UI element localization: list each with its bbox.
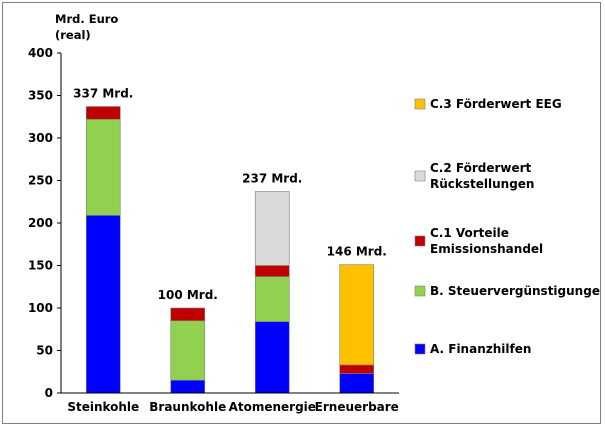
y-tick-label: 50 bbox=[36, 344, 53, 358]
legend-swatch bbox=[414, 285, 426, 297]
legend-label: A. Finanzhilfen bbox=[430, 342, 531, 356]
stacked-bar-chart: Mrd. Euro (real) 0 50 100 150 200 250 300 350 40… bbox=[28, 12, 605, 414]
bar-segment bbox=[85, 215, 121, 394]
y-tick-label: 400 bbox=[28, 46, 53, 60]
bar-segment bbox=[339, 264, 375, 366]
bar-total-label: 237 Mrd. bbox=[242, 172, 302, 186]
legend-label: Emissionshandel bbox=[430, 242, 543, 256]
legend-label: C.1 Vorteile bbox=[430, 226, 509, 240]
bar-segment bbox=[254, 321, 290, 394]
y-tick-label: 300 bbox=[28, 131, 53, 145]
legend-swatch bbox=[414, 343, 426, 355]
legend-label: C.3 Förderwert EEG bbox=[430, 97, 562, 111]
bar-segment bbox=[170, 320, 206, 381]
y-axis-label-line-2: (real) bbox=[55, 28, 91, 42]
legend-label: C.2 Förderwert bbox=[430, 161, 532, 175]
x-category-label: Braunkohle bbox=[149, 400, 226, 414]
x-axis: Steinkohle Braunkohle AtomenergieErneuerba… bbox=[61, 392, 399, 414]
bar-segment bbox=[85, 106, 121, 120]
legend-swatch bbox=[414, 98, 426, 110]
y-axis: 0 50 100 150 200 250 300 350 400 bbox=[28, 46, 62, 400]
legend-label: Rückstellungen bbox=[430, 177, 534, 191]
bar-segment bbox=[85, 119, 121, 216]
legend-label: B. Steuervergünstigungen bbox=[430, 284, 600, 298]
bar-segment bbox=[339, 364, 375, 374]
bar-total-label: 100 Mrd. bbox=[158, 288, 218, 302]
bar-segment bbox=[170, 379, 206, 394]
legend: C.3 Förderwert EEG C.2 Förderwert Rückstel… bbox=[414, 97, 605, 356]
y-tick-label: 200 bbox=[28, 216, 53, 230]
y-tick-label: 150 bbox=[28, 259, 53, 273]
bar-segment bbox=[254, 276, 290, 322]
x-category-label: Steinkohle bbox=[67, 400, 139, 414]
legend-swatch bbox=[414, 235, 426, 247]
bar-total-label: 337 Mrd. bbox=[73, 87, 133, 101]
y-tick-label: 350 bbox=[28, 89, 53, 103]
bar-segment bbox=[170, 307, 206, 322]
bar-segment bbox=[254, 191, 290, 266]
y-tick-label: 100 bbox=[28, 301, 53, 315]
y-axis-label-line-1: Mrd. Euro bbox=[55, 12, 118, 26]
bar-segment bbox=[254, 265, 290, 277]
legend-swatch bbox=[414, 170, 426, 182]
bar-total-label: 146 Mrd. bbox=[327, 245, 387, 259]
y-tick-label: 250 bbox=[28, 174, 53, 188]
x-category-label: Erneuerbare bbox=[315, 400, 399, 414]
bars: 337 Mrd. 100 Mrd. 237 Mrd. 146 Mrd. bbox=[73, 87, 387, 394]
y-tick-label: 0 bbox=[45, 386, 53, 400]
x-category-label: Atomenergie bbox=[229, 400, 316, 414]
bar-segment bbox=[339, 373, 375, 394]
